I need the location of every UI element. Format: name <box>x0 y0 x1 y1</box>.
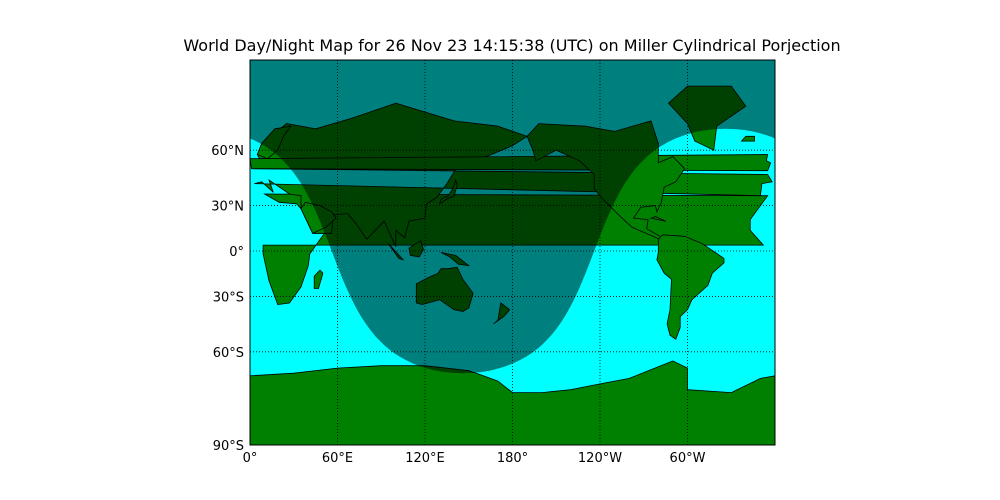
longitude-labels: 0° 60°E 120°E 180° 120°W 60°W <box>243 451 706 466</box>
latitude-label: 0° <box>229 245 244 260</box>
longitude-label: 180° <box>497 451 528 466</box>
antarctica-land <box>250 375 251 445</box>
iceland-land <box>740 135 755 142</box>
cuba-land <box>649 216 666 222</box>
latitude-labels: 60°N 30°N 0° 30°S 60°S 90°S <box>211 144 244 454</box>
map-title: World Day/Night Map for 26 Nov 23 14:15:… <box>183 36 841 55</box>
map-frame <box>249 59 776 446</box>
britain-land <box>0 155 246 171</box>
latitude-label: 90°S <box>213 439 244 454</box>
longitude-label: 0° <box>243 451 258 466</box>
latitude-label: 30°N <box>211 200 244 215</box>
latitude-label: 60°N <box>211 144 244 159</box>
iceland-land <box>217 136 230 141</box>
longitude-label: 60°W <box>670 451 706 466</box>
longitude-label: 60°E <box>322 451 353 466</box>
longitude-label: 120°E <box>405 451 445 466</box>
longitude-label: 120°W <box>578 451 622 466</box>
graticule <box>250 60 775 445</box>
latitude-label: 60°S <box>213 346 244 361</box>
greenland-land <box>144 86 221 150</box>
madagascar-land <box>313 269 324 289</box>
southamerica-land <box>656 234 725 340</box>
europe-asia-land <box>0 103 247 246</box>
latitude-label: 30°S <box>213 290 244 305</box>
africa-land <box>0 194 243 305</box>
